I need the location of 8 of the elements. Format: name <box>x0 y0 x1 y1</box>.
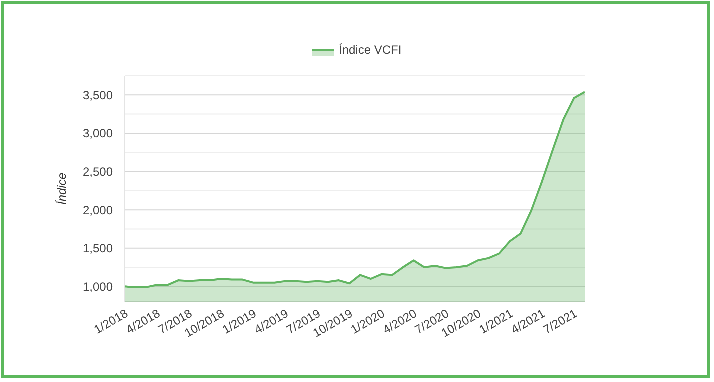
y-tick-label: 2,500 <box>82 164 114 179</box>
y-tick-label: 3,000 <box>82 126 114 141</box>
y-tick-label: 1,500 <box>82 242 114 256</box>
y-tick-label: 1,000 <box>82 280 114 294</box>
y-axis-title: Índice <box>55 172 69 206</box>
y-tick-label: 2,000 <box>82 203 114 218</box>
y-tick-label: 3,500 <box>82 88 114 102</box>
legend-label: Índice VCFI <box>339 43 402 58</box>
